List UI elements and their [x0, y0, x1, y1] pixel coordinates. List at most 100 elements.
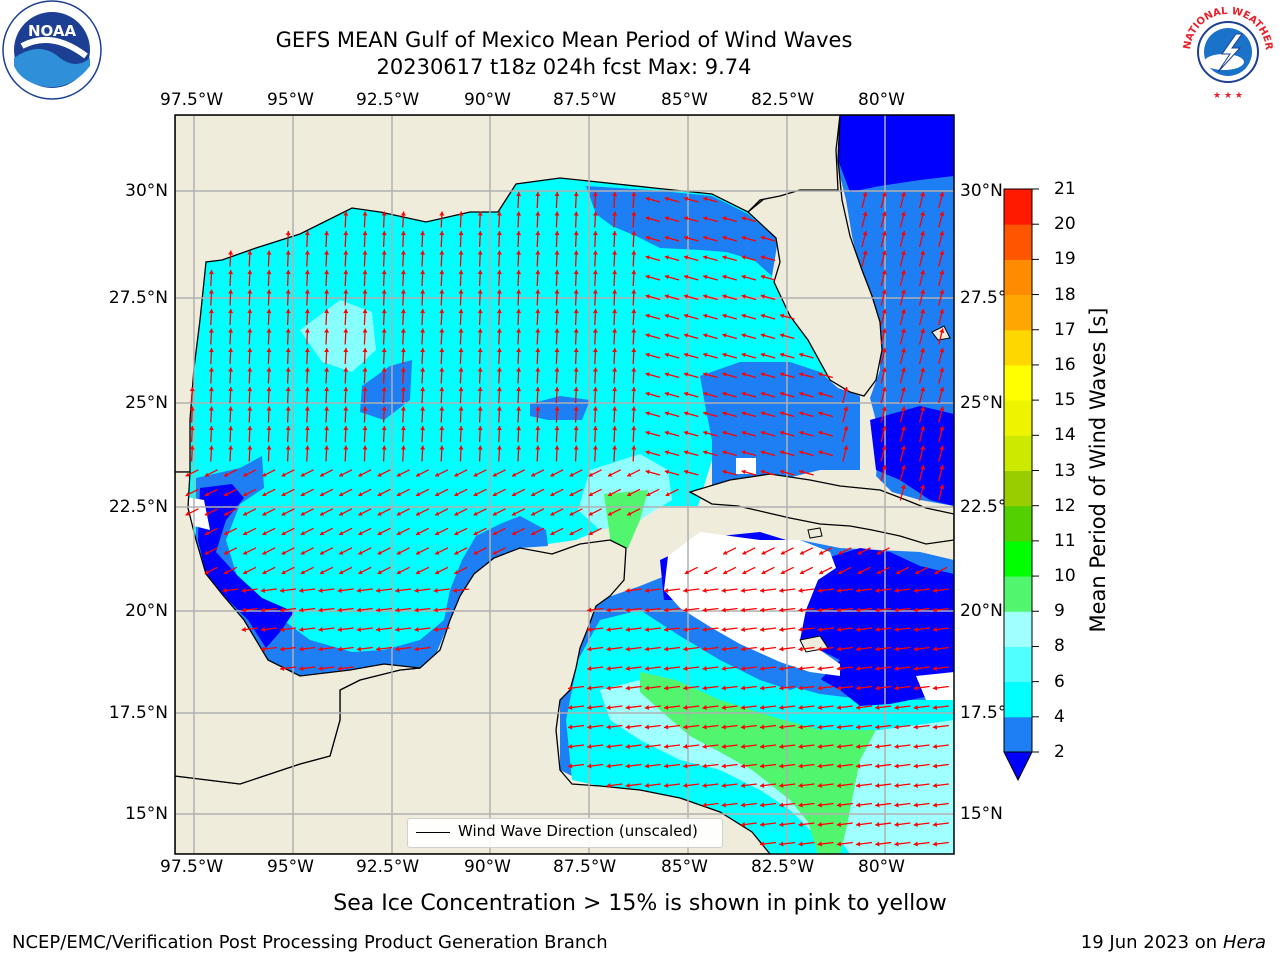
wind-wave-arrow-head [535, 309, 541, 314]
wind-wave-arrow-head [381, 406, 387, 411]
wind-wave-arrow-head [631, 406, 637, 411]
wind-wave-arrow-head [299, 607, 304, 613]
wind-wave-arrow-head [535, 250, 541, 255]
wind-wave-arrow-head [612, 270, 618, 275]
wind-wave-arrow-head [266, 250, 272, 255]
wind-wave-arrow-head [664, 235, 670, 241]
wind-wave-arrow-head [741, 450, 746, 455]
wind-wave-arrow-head [414, 626, 419, 632]
wind-wave-arrow-head [324, 309, 330, 314]
wind-wave-arrow-head [228, 289, 234, 294]
wind-wave-arrow-head [420, 367, 426, 372]
wind-wave-arrow-head [247, 270, 253, 275]
wind-wave-arrow-head [356, 607, 362, 613]
wind-wave-arrow-head [798, 607, 803, 613]
wind-wave-arrow-head [875, 841, 880, 847]
colorbar-tick-label: 14 [1054, 425, 1076, 446]
wind-wave-arrow-head [684, 570, 689, 575]
wind-wave-arrow-head [838, 550, 843, 555]
wind-wave-arrow-head [900, 270, 906, 275]
wind-wave-arrow-head [343, 426, 349, 431]
wind-wave-arrow-head [516, 426, 522, 431]
wind-wave-arrow-head [939, 426, 945, 431]
wind-wave-arrow-head [608, 472, 613, 477]
wind-wave-arrow-head [496, 289, 502, 294]
wind-wave-arrow-head [381, 250, 387, 255]
wind-wave-arrow-head [800, 570, 805, 575]
wind-wave-arrow-head [324, 426, 330, 431]
wind-wave-arrow-head [592, 426, 598, 431]
wind-wave-arrow-head [304, 426, 310, 431]
wind-wave-arrow-head [881, 192, 887, 197]
nws-logo-stars: ★ ★ ★ [1213, 91, 1243, 101]
wind-wave-arrow-head [900, 426, 906, 431]
wind-wave-arrow-head [516, 367, 522, 372]
wind-wave-arrow-head [247, 406, 253, 411]
wind-wave-arrow-head [554, 348, 560, 353]
wind-wave-arrow-head [247, 309, 253, 314]
wind-wave-arrow-head [228, 250, 234, 255]
wind-wave-arrow-head [516, 211, 522, 216]
wind-wave-arrow-head [285, 348, 291, 353]
wind-wave-arrow-head [684, 391, 689, 397]
wind-wave-arrow-head [722, 352, 727, 358]
wind-wave-arrow-head [496, 406, 502, 411]
wind-wave-arrow-head [266, 328, 272, 333]
wind-wave-arrow-head [185, 472, 190, 477]
wind-wave-arrow-head [554, 426, 560, 431]
wind-wave-arrow-head [740, 607, 746, 613]
wind-wave-arrow-head [644, 743, 650, 749]
wind-wave-arrow-head [554, 192, 560, 197]
wind-wave-arrow-head [741, 235, 746, 241]
wind-wave-arrow-head [208, 289, 214, 294]
wind-wave-arrow-head [819, 550, 824, 555]
wind-wave-arrow-head [913, 763, 918, 769]
wind-wave-arrow-head [587, 646, 592, 652]
wind-wave-arrow-head [224, 492, 229, 497]
wind-wave-arrow-head [645, 216, 650, 221]
wind-wave-arrow-head [439, 211, 445, 216]
footer-date: 19 Jun 2023 on Hera [1081, 932, 1266, 953]
wind-wave-arrow-head [496, 426, 502, 431]
wind-wave-arrow-head [894, 782, 899, 788]
lon-tick-bottom: 92.5°W [356, 857, 420, 877]
wind-wave-arrow-head [932, 626, 938, 632]
wind-wave-arrow-head [343, 289, 349, 294]
wind-wave-arrow-head [939, 328, 945, 334]
wind-wave-arrow-head [856, 802, 861, 808]
land-us-north [175, 115, 841, 473]
wind-wave-arrow-head [631, 250, 637, 255]
wind-wave-arrow-head [819, 570, 824, 575]
wind-wave-arrow-head [343, 211, 349, 216]
wind-wave-arrow-head [741, 430, 746, 436]
wind-wave-arrow-head [592, 328, 598, 333]
wind-wave-arrow-head [554, 289, 560, 294]
wind-wave-arrow-head [439, 231, 445, 236]
wind-wave-arrow-head [644, 607, 650, 613]
wind-wave-arrow-head [843, 445, 849, 451]
wind-wave-arrow-head [857, 550, 862, 555]
wind-wave-arrow-head [592, 231, 598, 236]
wind-wave-arrow-head [573, 231, 579, 236]
wind-wave-arrow-head [439, 309, 445, 314]
wind-wave-arrow-head [266, 289, 272, 294]
wind-wave-arrow-head [300, 511, 305, 516]
wind-wave-arrow-head [881, 348, 887, 353]
wind-wave-arrow-head [396, 472, 401, 477]
wind-wave-arrow-head [573, 250, 579, 255]
wind-wave-arrow-head [343, 328, 349, 333]
wind-wave-arrow-head [285, 250, 291, 255]
wind-wave-arrow-head [741, 391, 746, 397]
wind-wave-arrow-head [285, 406, 291, 411]
wind-wave-arrow-head [856, 665, 861, 671]
land-cuba [688, 473, 954, 545]
wind-wave-arrow-head [631, 289, 637, 294]
gulf-water-blue-north [586, 186, 778, 276]
wind-wave-arrow-head [939, 484, 945, 490]
wind-wave-arrow-head [416, 511, 421, 516]
wind-wave-arrow-head [281, 492, 286, 497]
wind-wave-arrow-head [496, 348, 502, 353]
wind-wave-arrow-head [740, 802, 746, 808]
wind-wave-arrow-head [664, 216, 670, 221]
wind-wave-arrow-head [185, 492, 190, 497]
